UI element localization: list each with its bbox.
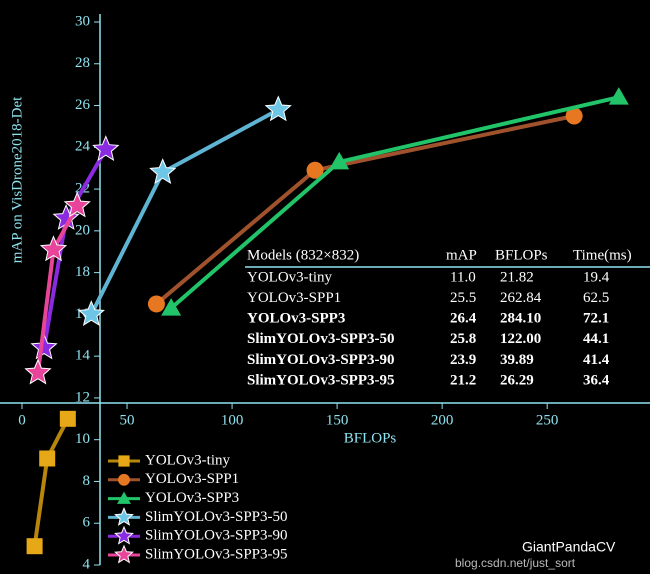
y-tick-label: 18 — [75, 264, 90, 280]
y-tick-label: 12 — [75, 389, 90, 405]
marker — [63, 191, 91, 218]
table-cell: SlimYOLOv3-SPP3-95 — [247, 372, 395, 388]
y-tick-label: 6 — [83, 515, 91, 531]
y-axis-label: mAP on VisDrone2018-Det — [9, 96, 25, 263]
table-cell: 36.4 — [583, 372, 610, 388]
legend-marker — [114, 506, 134, 526]
legend-label: SlimYOLOv3-SPP3-90 — [145, 528, 288, 544]
table-cell: 284.10 — [500, 311, 541, 327]
legend-label: SlimYOLOv3-SPP3-50 — [145, 509, 288, 525]
table-cell: 26.4 — [450, 311, 477, 327]
y-tick-label: 24 — [75, 139, 91, 155]
marker — [565, 107, 583, 125]
marker — [39, 450, 56, 467]
table-cell: 62.5 — [583, 290, 609, 306]
x-tick-label: 200 — [431, 412, 454, 428]
table-cell: YOLOv3-tiny — [247, 269, 332, 285]
marker — [147, 295, 165, 313]
watermark: GiantPandaCV — [522, 539, 616, 555]
x-tick-label: 50 — [120, 412, 135, 428]
marker — [264, 95, 292, 122]
table-cell: 72.1 — [583, 311, 609, 327]
table-cell: 25.5 — [450, 290, 476, 306]
legend-marker — [118, 455, 130, 467]
x-axis-label: BFLOPs — [344, 430, 397, 446]
x-tick-label: 0 — [18, 412, 26, 428]
table-cell: 11.0 — [450, 269, 476, 285]
marker — [92, 135, 120, 161]
legend-label: YOLOv3-SPP1 — [145, 471, 239, 487]
table-cell: YOLOv3-SPP1 — [247, 290, 341, 306]
y-tick-label: 28 — [75, 55, 90, 71]
marker — [608, 87, 629, 105]
legend-marker — [117, 491, 131, 504]
legend-label: YOLOv3-tiny — [145, 452, 230, 468]
watermark: blog.csdn.net/just_sort — [455, 556, 576, 570]
x-tick-label: 100 — [221, 412, 244, 428]
table-cell: 19.4 — [583, 269, 610, 285]
marker — [329, 151, 350, 170]
marker — [26, 538, 43, 555]
series-line — [32, 417, 70, 547]
marker — [161, 298, 182, 316]
y-tick-label: 8 — [83, 473, 91, 489]
marker — [39, 235, 68, 262]
marker — [77, 300, 105, 326]
legend-marker — [118, 473, 130, 486]
legend-marker — [114, 525, 134, 545]
table-cell: SlimYOLOv3-SPP3-50 — [247, 331, 395, 347]
y-tick-label: 14 — [75, 348, 91, 364]
table-header: BFLOPs — [495, 247, 548, 263]
table-header: Time(ms) — [573, 247, 632, 263]
table-cell: 23.9 — [450, 352, 476, 368]
table-cell: 44.1 — [583, 331, 609, 347]
marker — [59, 410, 76, 427]
y-tick-label: 30 — [75, 13, 90, 29]
table-cell: 25.8 — [450, 331, 476, 347]
y-tick-label: 4 — [83, 556, 91, 572]
table-cell: 21.82 — [500, 269, 534, 285]
x-tick-label: 150 — [326, 412, 349, 428]
x-tick-label: 250 — [536, 412, 559, 428]
legend-label: SlimYOLOv3-SPP3-95 — [145, 546, 288, 562]
marker — [24, 358, 52, 385]
marker — [30, 333, 58, 360]
table-cell: 41.4 — [583, 352, 610, 368]
table-cell: 26.29 — [500, 372, 534, 388]
table-cell: 122.00 — [500, 331, 541, 347]
marker — [149, 158, 177, 184]
table-header: Models (832×832) — [247, 247, 359, 263]
table-cell: 262.84 — [500, 290, 542, 306]
y-tick-label: 20 — [75, 222, 90, 238]
legend-label: YOLOv3-SPP3 — [145, 490, 239, 506]
table-cell: 21.2 — [450, 372, 476, 388]
legend-marker — [114, 544, 134, 564]
series-line — [169, 95, 620, 310]
table-cell: YOLOv3-SPP3 — [247, 311, 345, 327]
y-tick-label: 10 — [75, 431, 90, 447]
y-tick-label: 26 — [75, 97, 91, 113]
table-cell: 39.89 — [500, 352, 534, 368]
table-header: mAP — [446, 247, 477, 263]
table-cell: SlimYOLOv3-SPP3-90 — [247, 352, 395, 368]
marker — [306, 161, 324, 179]
